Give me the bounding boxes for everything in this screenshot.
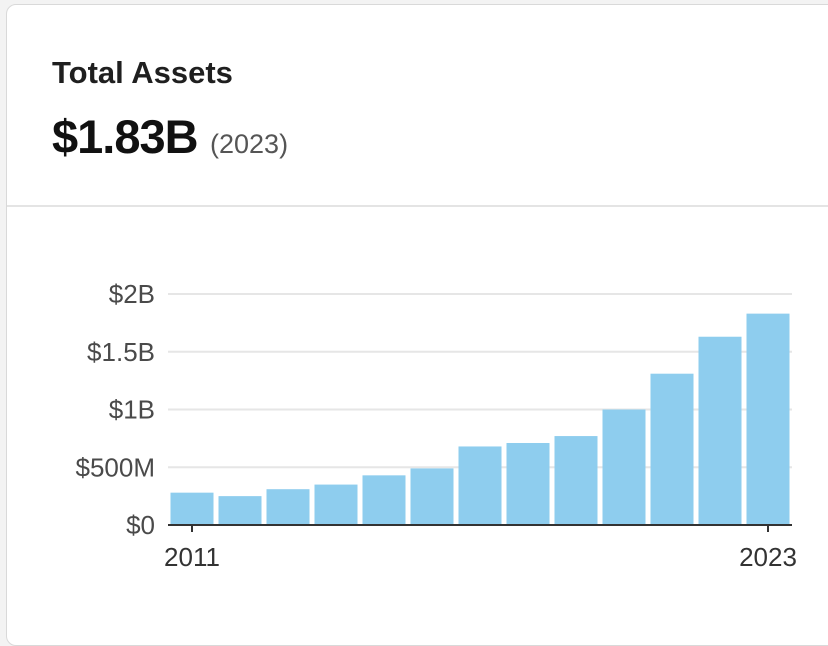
y-tick-label: $0 bbox=[126, 510, 155, 540]
total-assets-value: $1.83B bbox=[52, 110, 199, 163]
bar-2012 bbox=[218, 496, 262, 525]
bar-chart: $0 $500M $1B $1.5B $2B 2011 2023 bbox=[76, 279, 797, 572]
bar-2017 bbox=[458, 446, 502, 525]
bar-2023 bbox=[746, 313, 790, 525]
bar-2018 bbox=[506, 442, 550, 525]
bar-2020 bbox=[602, 409, 646, 525]
bar-2022 bbox=[698, 336, 742, 525]
bar-2019 bbox=[554, 436, 598, 525]
total-assets-card: Total Assets $1.83B (2023) bbox=[6, 4, 828, 646]
card-title: Total Assets bbox=[52, 55, 233, 90]
x-tick-label: 2023 bbox=[739, 542, 797, 572]
bar-2021 bbox=[650, 373, 694, 525]
value-row: $1.83B (2023) bbox=[52, 109, 288, 164]
x-tick-label: 2011 bbox=[164, 542, 220, 572]
y-tick-label: $500M bbox=[76, 452, 156, 482]
total-assets-year: (2023) bbox=[210, 129, 289, 159]
card-header: Total Assets $1.83B (2023) bbox=[7, 5, 828, 207]
bar-2016 bbox=[410, 468, 454, 525]
bar-2015 bbox=[362, 475, 406, 525]
y-tick-label: $1B bbox=[109, 395, 155, 425]
y-tick-label: $2B bbox=[109, 279, 155, 309]
bar-2011 bbox=[170, 492, 214, 525]
y-tick-label: $1.5B bbox=[87, 337, 155, 367]
bar-2014 bbox=[314, 484, 358, 525]
bar-2013 bbox=[266, 489, 310, 525]
